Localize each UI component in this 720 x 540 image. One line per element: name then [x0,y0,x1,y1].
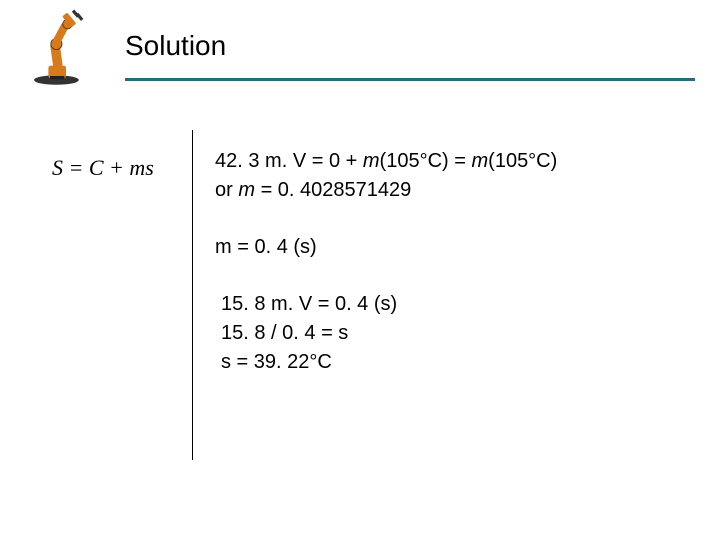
line-4: 15. 8 m. V = 0. 4 (s) [221,291,557,318]
formula-text: S = C + ms [52,155,154,181]
slide-title: Solution [125,30,226,62]
line-6: s = 39. 22°C [221,349,557,376]
line-1-part-e: (105°C) [488,150,557,172]
line-1-part-a: 42. 3 m. V = 0 + [215,150,363,172]
line-2-part-a: or [215,179,238,201]
robot-arm-icon [18,8,98,88]
line-1: 42. 3 m. V = 0 + m(105°C) = m(105°C) [215,148,557,175]
line-1-part-c: (105°C) = [380,150,472,172]
line-2: or m = 0. 4028571429 [215,177,557,204]
solution-body: 42. 3 m. V = 0 + m(105°C) = m(105°C) or … [215,148,557,378]
line-2-var-m: m [238,179,255,201]
line-2-part-c: = 0. 4028571429 [255,179,411,201]
title-underline [125,78,695,81]
line-1-var-m2: m [471,150,488,172]
line-1-var-m1: m [363,150,380,172]
line-3: m = 0. 4 (s) [215,234,557,261]
line-5: 15. 8 / 0. 4 = s [221,320,557,347]
vertical-divider [192,130,193,460]
